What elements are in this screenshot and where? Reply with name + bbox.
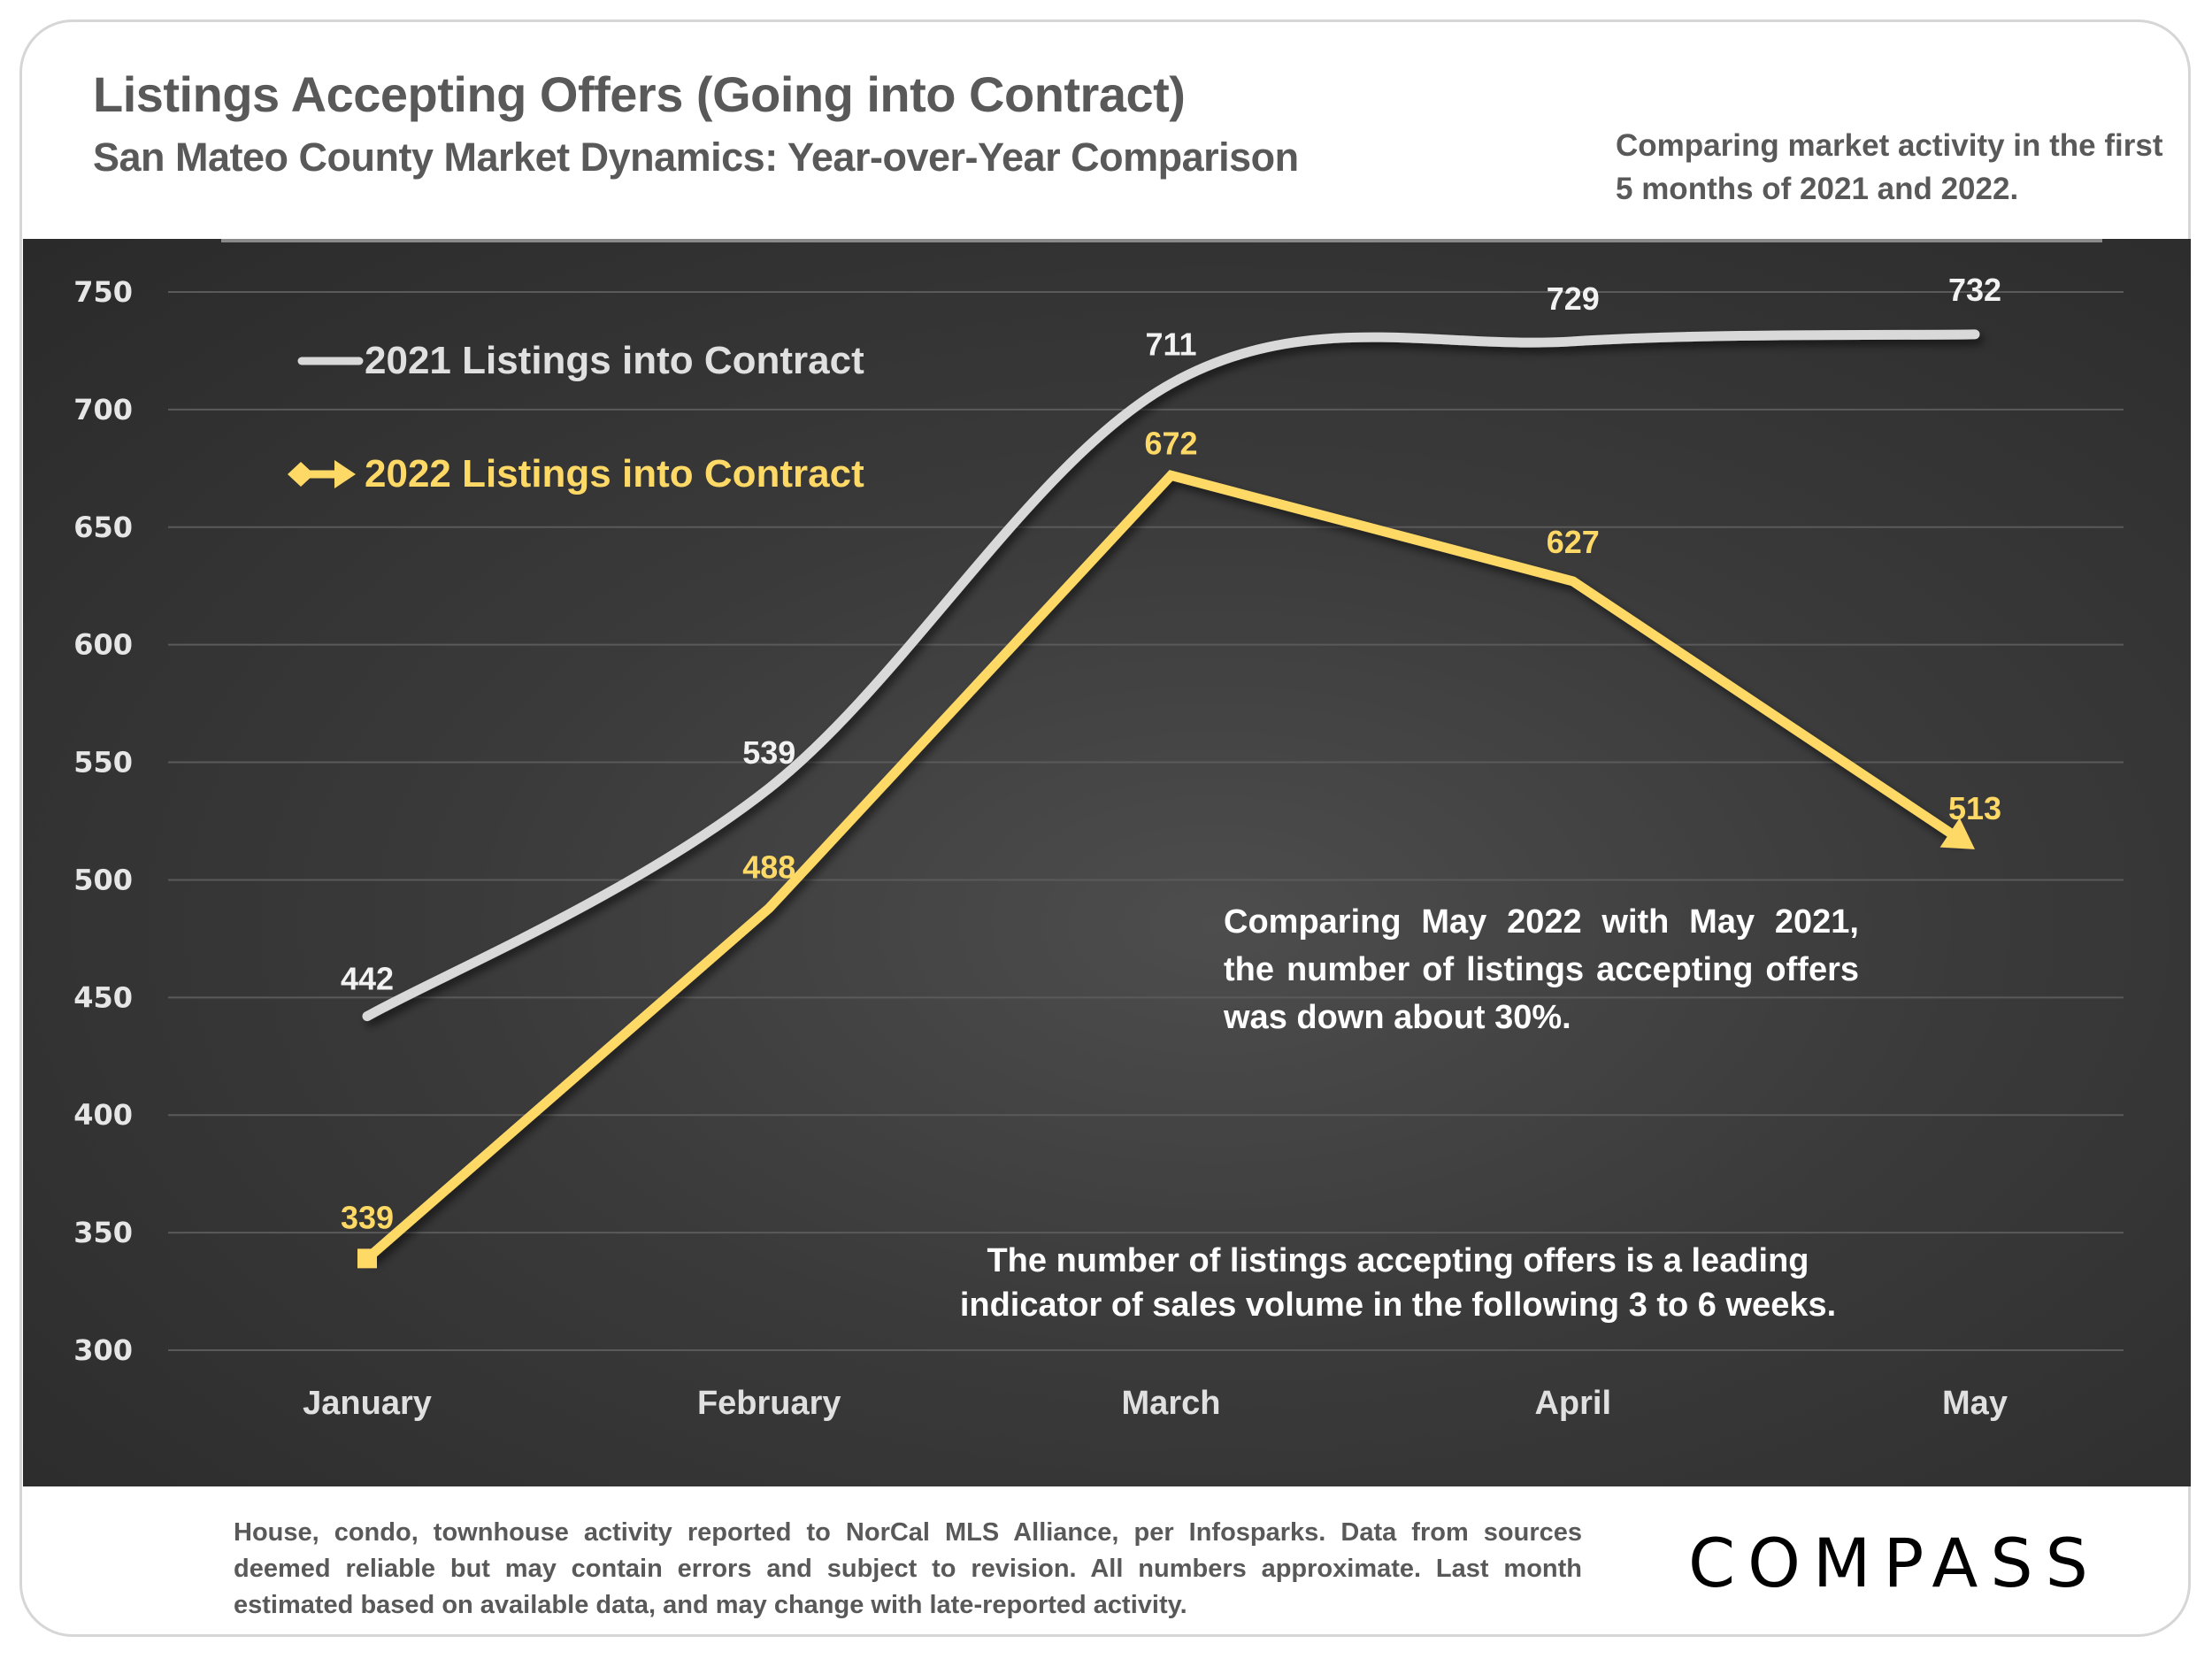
chart-title: Listings Accepting Offers (Going into Co… xyxy=(93,66,1186,122)
series-2022-start-marker xyxy=(357,1248,377,1269)
data-label-2021: 729 xyxy=(1547,280,1600,317)
series-2021-line xyxy=(362,329,1980,1022)
data-labels: 442 539 711 729 732 339 488 672 627 513 xyxy=(341,272,2001,1236)
legend-item-2021[interactable]: 2021 Listings into Contract xyxy=(297,339,864,382)
data-label-2022: 513 xyxy=(1948,790,2001,826)
compass-logo: COMPASS xyxy=(1688,1524,2101,1602)
data-label-2021: 539 xyxy=(742,734,795,771)
x-tick-label: January xyxy=(303,1385,432,1422)
data-label-2022: 488 xyxy=(742,849,795,885)
annotation-yoy-comparison: Comparing May 2022 with May 2021, the nu… xyxy=(1224,903,1859,1036)
plot-panel xyxy=(23,239,2191,1486)
y-axis-ticks: 300 350 400 450 500 550 600 650 700 750 xyxy=(73,275,133,1367)
data-label-2021: 442 xyxy=(341,961,394,997)
chart-subtitle: San Mateo County Market Dynamics: Year-o… xyxy=(93,134,1299,180)
x-tick-label: May xyxy=(1942,1385,2008,1422)
data-label-2022: 339 xyxy=(341,1199,394,1235)
gridlines xyxy=(168,291,2124,1351)
x-tick-label: March xyxy=(1122,1385,1221,1422)
data-label-2021: 711 xyxy=(1145,326,1196,363)
legend: 2021 Listings into Contract 2022 Listing… xyxy=(288,339,864,495)
data-label-2021: 732 xyxy=(1948,272,2001,308)
footer-disclaimer: House, condo, townhouse activity reporte… xyxy=(234,1518,1582,1619)
y-tick-label: 550 xyxy=(73,746,133,780)
series-lines xyxy=(357,329,1980,1269)
x-tick-label: February xyxy=(697,1385,841,1422)
panel-divider xyxy=(221,239,2102,242)
y-tick-label: 500 xyxy=(73,863,133,896)
x-tick-label: April xyxy=(1534,1385,1611,1422)
annotation-leading-indicator: The number of listings accepting offers … xyxy=(959,1242,1837,1324)
y-tick-label: 300 xyxy=(73,1333,133,1367)
data-label-2022: 672 xyxy=(1144,425,1197,461)
y-tick-label: 700 xyxy=(73,393,133,426)
y-tick-label: 350 xyxy=(73,1216,133,1249)
y-tick-label: 400 xyxy=(73,1098,133,1132)
legend-label-2021: 2021 Listings into Contract xyxy=(365,339,864,382)
data-label-2022: 627 xyxy=(1547,524,1600,560)
series-2022-line xyxy=(364,470,1962,1263)
series-2022-arrow-marker xyxy=(1939,818,1975,849)
legend-item-2022[interactable]: 2022 Listings into Contract xyxy=(288,452,864,495)
legend-label-2022: 2022 Listings into Contract xyxy=(365,452,864,495)
y-tick-label: 600 xyxy=(73,628,133,662)
x-axis-ticks: January February March April May xyxy=(303,1385,2008,1422)
y-tick-label: 650 xyxy=(73,511,133,544)
y-tick-label: 750 xyxy=(73,275,133,309)
legend-swatch-2022-icon xyxy=(288,460,356,488)
y-tick-label: 450 xyxy=(73,980,133,1014)
header-note: Comparing market activity in the first 5… xyxy=(1616,128,2163,206)
